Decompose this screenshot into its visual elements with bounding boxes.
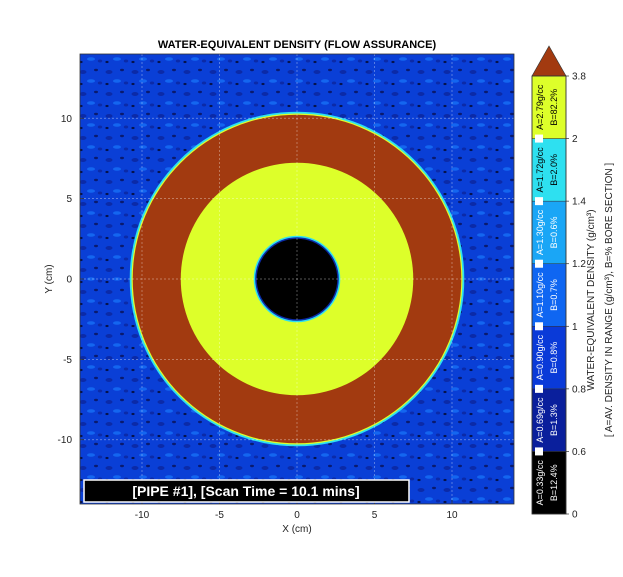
colorbar-bin-b: B=0.8% bbox=[549, 342, 559, 374]
colorbar-boundary-marker bbox=[535, 384, 543, 393]
colorbar-boundary-marker bbox=[535, 134, 543, 143]
colorbar-bin-b: B=0.7% bbox=[549, 279, 559, 311]
colorbar-bin bbox=[531, 326, 567, 390]
colorbar-tick-label: 2 bbox=[572, 134, 578, 145]
y-tick-label: 10 bbox=[61, 114, 73, 125]
plot-area bbox=[80, 54, 514, 504]
scan-banner-text: [PIPE #1], [Scan Time = 10.1 mins] bbox=[132, 483, 359, 499]
scan-banner bbox=[83, 479, 410, 503]
colorbar-bin-a: A=1.10g/cc bbox=[535, 272, 545, 318]
chart-title: WATER-EQUIVALENT DENSITY (FLOW ASSURANCE… bbox=[158, 39, 437, 51]
colorbar-boundary-marker bbox=[535, 447, 543, 456]
x-tick-label: 5 bbox=[372, 510, 378, 521]
colorbar-bin-a: A=0.90g/cc bbox=[535, 334, 545, 380]
colorbar-tick-label: 0.8 bbox=[572, 384, 586, 395]
y-tick-label: 0 bbox=[66, 275, 72, 286]
colorbar-bin-a: A=1.72g/cc bbox=[535, 147, 545, 193]
colorbar-bin-b: B=1.3% bbox=[549, 404, 559, 436]
x-tick-label: -10 bbox=[135, 510, 150, 521]
colorbar-overflow-arrow bbox=[531, 45, 567, 77]
y-tick-label: -5 bbox=[63, 355, 72, 366]
colorbar-bin-a: A=0.69g/cc bbox=[535, 397, 545, 443]
colorbar-tick-label: 1.4 bbox=[572, 197, 586, 208]
colorbar-tick-label: 0 bbox=[572, 510, 578, 521]
y-axis: -10 -5 0 5 10 bbox=[58, 114, 84, 446]
colorbar-sublabel: [ A=AV. DENSITY IN RANGE (g/cm³), B=% BO… bbox=[604, 163, 615, 438]
colorbar-tick-label: 1 bbox=[572, 322, 578, 333]
colorbar-bin-a: A=2.79g/cc bbox=[535, 84, 545, 130]
bore bbox=[256, 238, 338, 320]
colorbar-bin bbox=[531, 263, 567, 327]
y-axis-label: Y (cm) bbox=[44, 264, 55, 293]
colorbar-bin-b: B=2.0% bbox=[549, 154, 559, 186]
colorbar-bin bbox=[531, 138, 567, 202]
colorbar: A=0.33g/cc B=12.4% A=0.69g/cc B=1.3% A=0.90g… bbox=[531, 45, 586, 521]
colorbar-frame bbox=[531, 75, 567, 515]
colorbar-label: WATER-EQUIVALENT DENSITY (g/cm³) bbox=[586, 209, 597, 390]
colorbar-bin bbox=[531, 451, 567, 515]
colorbar-tick-label: 3.8 bbox=[572, 72, 586, 83]
colorbar-bin-a: A=1.30g/cc bbox=[535, 209, 545, 255]
colorbar-boundary-marker bbox=[535, 197, 543, 206]
grid bbox=[80, 54, 514, 504]
colorbar-boundary-marker bbox=[535, 322, 543, 331]
y-tick-label: -10 bbox=[58, 435, 73, 446]
y-tick-label: 5 bbox=[66, 194, 72, 205]
x-axis-label: X (cm) bbox=[282, 524, 311, 535]
colorbar-bin-a: A=0.33g/cc bbox=[535, 460, 545, 506]
x-tick-label: 0 bbox=[294, 510, 300, 521]
colorbar-bin-b: B=12.4% bbox=[549, 464, 559, 501]
x-tick-label: 10 bbox=[446, 510, 458, 521]
colorbar-boundary-marker bbox=[535, 259, 543, 268]
colorbar-bin-b: B=82.2% bbox=[549, 89, 559, 126]
colorbar-tick-label: 0.6 bbox=[572, 447, 586, 458]
colorbar-bin-b: B=0.6% bbox=[549, 217, 559, 249]
colorbar-tick-label: 1.2 bbox=[572, 259, 586, 270]
x-tick-label: -5 bbox=[215, 510, 224, 521]
